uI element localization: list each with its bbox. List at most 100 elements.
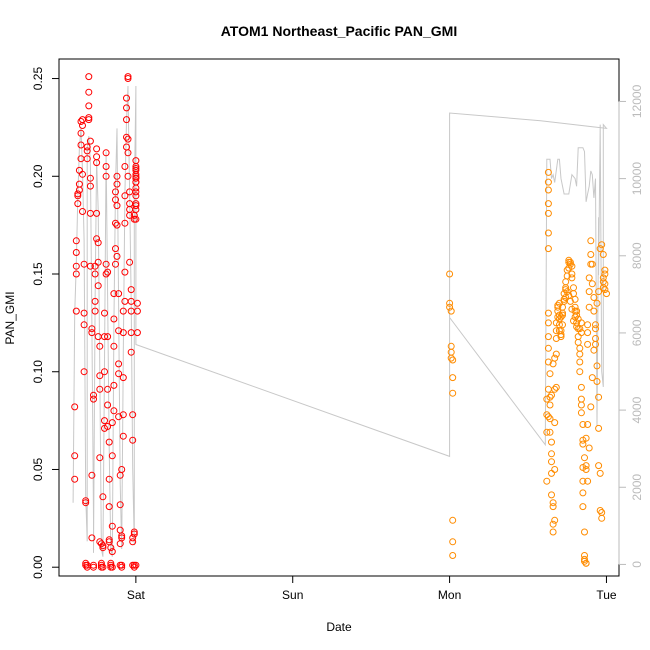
data-point	[577, 329, 585, 337]
y2-tick-label: 0	[630, 561, 644, 568]
data-point	[581, 555, 588, 563]
data-point	[577, 409, 585, 417]
data-point	[579, 440, 587, 448]
data-point	[590, 346, 598, 354]
data-point	[105, 475, 113, 483]
data-point	[74, 200, 82, 208]
data-point	[571, 295, 579, 303]
data-point	[83, 155, 91, 163]
data-point	[577, 401, 585, 409]
y2-tick-label: 10000	[630, 162, 644, 196]
data-point	[71, 475, 79, 483]
data-point	[585, 303, 593, 311]
data-point	[79, 208, 86, 215]
data-point	[115, 360, 123, 368]
data-point	[570, 317, 577, 325]
data-point	[562, 278, 570, 286]
data-point	[113, 252, 121, 260]
data-point	[593, 378, 601, 385]
data-point	[576, 350, 584, 358]
data-point	[544, 229, 552, 237]
data-point	[587, 237, 595, 245]
y2-tick-label: 12000	[630, 84, 644, 118]
data-point	[108, 548, 116, 556]
data-point	[77, 141, 85, 149]
data-point	[88, 329, 96, 337]
data-point	[119, 307, 127, 315]
data-point	[123, 133, 130, 141]
data-point	[133, 329, 141, 337]
data-point	[96, 385, 104, 393]
data-point	[130, 530, 138, 538]
data-point	[548, 450, 555, 458]
data-point	[548, 469, 555, 477]
data-point	[543, 428, 551, 436]
data-point	[105, 503, 113, 511]
data-point	[86, 182, 94, 190]
x-tick-label: Tue	[596, 588, 617, 602]
data-point	[544, 200, 552, 208]
data-point	[115, 370, 123, 378]
data-point	[118, 532, 126, 540]
data-point	[75, 186, 83, 194]
data-point	[544, 333, 552, 341]
y-tick-label: 0.20	[31, 164, 45, 188]
data-point	[596, 507, 604, 514]
data-point	[596, 469, 604, 477]
altitude-layer	[72, 85, 608, 557]
data-point	[129, 538, 137, 546]
data-point	[94, 258, 102, 266]
data-point	[599, 278, 607, 286]
x-axis-label: Date	[326, 620, 352, 634]
data-point	[118, 563, 126, 571]
points-layer	[71, 73, 610, 571]
data-point	[568, 305, 576, 313]
data-point	[108, 563, 116, 571]
data-point	[119, 411, 127, 419]
data-point	[603, 290, 610, 298]
data-point	[115, 327, 123, 335]
data-point	[119, 374, 127, 382]
data-point	[592, 325, 599, 333]
y-tick-label: 0.05	[31, 457, 45, 481]
data-point	[112, 219, 119, 227]
data-point	[601, 270, 609, 278]
data-point	[104, 385, 112, 393]
data-point	[91, 297, 99, 305]
data-point	[552, 383, 560, 391]
data-point	[90, 561, 97, 569]
data-point	[72, 270, 80, 278]
data-point	[565, 256, 573, 264]
data-point	[544, 245, 552, 253]
data-point	[554, 303, 562, 311]
data-point	[77, 118, 85, 125]
data-point	[104, 423, 112, 430]
data-point	[548, 458, 555, 466]
data-point	[447, 307, 455, 315]
data-point	[104, 333, 112, 341]
data-point	[557, 331, 565, 339]
x-tick-label: Sun	[282, 588, 303, 602]
data-point	[592, 321, 599, 329]
data-point	[551, 466, 559, 473]
data-point	[127, 348, 135, 356]
y-tick-label: 0.15	[31, 262, 45, 286]
data-point	[96, 372, 104, 380]
data-point	[71, 403, 79, 411]
data-point	[104, 268, 112, 276]
data-point	[584, 329, 592, 337]
data-point	[80, 368, 88, 376]
data-point	[105, 438, 113, 446]
data-point	[598, 509, 606, 516]
data-point	[584, 421, 592, 428]
data-point	[121, 163, 129, 170]
data-point	[79, 122, 86, 129]
data-point	[446, 303, 454, 311]
data-point	[447, 354, 455, 362]
data-point	[581, 454, 588, 462]
data-point	[551, 516, 559, 524]
data-point	[133, 307, 141, 315]
data-point	[115, 413, 123, 421]
data-point	[126, 211, 134, 219]
